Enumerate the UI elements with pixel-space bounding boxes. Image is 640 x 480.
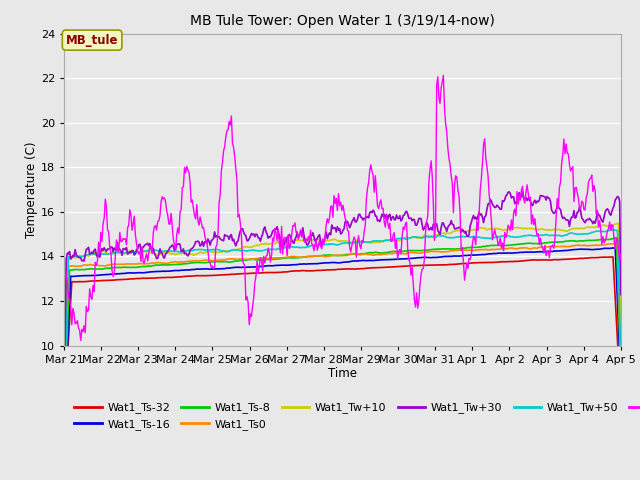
Wat1_Ts-8: [604, 237, 611, 242]
Wat1_Ts0: [60, 415, 68, 420]
Wat1_Tw+50: [60, 410, 68, 416]
Wat1_Tw+30: [392, 217, 399, 223]
Line: Wat1_Tw100: Wat1_Tw100: [64, 75, 621, 340]
Wat1_Ts-8: [324, 252, 332, 258]
Wat1_Ts0: [617, 363, 625, 369]
Wat1_Tw+30: [617, 292, 625, 298]
Text: MB_tule: MB_tule: [66, 34, 118, 47]
Wat1_Tw+50: [604, 228, 611, 234]
Line: Wat1_Tw+30: Wat1_Tw+30: [64, 192, 621, 419]
Line: Wat1_Tw+50: Wat1_Tw+50: [64, 229, 621, 413]
Wat1_Ts0: [516, 245, 524, 251]
Wat1_Tw+10: [324, 238, 332, 243]
Wat1_Tw100: [362, 196, 370, 202]
Wat1_Tw+50: [611, 227, 618, 232]
Wat1_Tw100: [60, 247, 68, 252]
Line: Wat1_Tw+10: Wat1_Tw+10: [64, 223, 621, 414]
Wat1_Tw+10: [516, 225, 524, 231]
Wat1_Ts0: [392, 250, 399, 256]
Wat1_Ts-8: [516, 241, 524, 247]
Wat1_Tw+50: [362, 239, 369, 245]
Wat1_Tw100: [329, 215, 337, 220]
Wat1_Ts-16: [328, 260, 335, 265]
Wat1_Tw+10: [617, 335, 625, 341]
Wat1_Ts-16: [604, 245, 611, 251]
Wat1_Ts-32: [392, 264, 399, 270]
Wat1_Ts-16: [617, 378, 625, 384]
Wat1_Tw+30: [328, 222, 335, 228]
Wat1_Ts-8: [611, 235, 619, 240]
Wat1_Tw+50: [516, 234, 524, 240]
Wat1_Ts0: [324, 253, 332, 259]
Wat1_Ts-8: [328, 252, 335, 258]
Wat1_Tw100: [606, 219, 614, 225]
Title: MB Tule Tower: Open Water 1 (3/19/14-now): MB Tule Tower: Open Water 1 (3/19/14-now…: [190, 14, 495, 28]
Line: Wat1_Ts0: Wat1_Ts0: [64, 244, 621, 418]
Wat1_Ts-32: [617, 399, 625, 405]
Wat1_Tw+30: [506, 189, 513, 195]
Wat1_Tw100: [519, 183, 527, 189]
Wat1_Ts-16: [324, 260, 332, 266]
Wat1_Ts-32: [609, 254, 617, 260]
Wat1_Tw+30: [324, 232, 332, 238]
Line: Wat1_Ts-32: Wat1_Ts-32: [64, 257, 621, 415]
Wat1_Ts-8: [362, 251, 369, 256]
Wat1_Ts-32: [324, 267, 332, 273]
Wat1_Ts-32: [362, 265, 369, 271]
Wat1_Ts0: [328, 252, 335, 258]
Wat1_Ts0: [362, 251, 369, 257]
Wat1_Ts-32: [60, 412, 68, 418]
Wat1_Tw100: [393, 238, 401, 243]
Wat1_Ts-8: [60, 417, 68, 422]
Wat1_Tw+50: [392, 237, 399, 242]
Wat1_Ts-8: [617, 367, 625, 372]
Wat1_Tw100: [617, 252, 625, 258]
Wat1_Ts-16: [516, 250, 524, 255]
Line: Wat1_Ts-16: Wat1_Ts-16: [64, 248, 621, 422]
Wat1_Tw+10: [328, 237, 335, 242]
Wat1_Ts-32: [328, 267, 335, 273]
Legend: Wat1_Ts-32, Wat1_Ts-16, Wat1_Ts-8, Wat1_Ts0, Wat1_Tw+10, Wat1_Tw+30, Wat1_Tw+50,: Wat1_Ts-32, Wat1_Ts-16, Wat1_Ts-8, Wat1_…: [70, 398, 640, 434]
Wat1_Tw+30: [362, 216, 369, 222]
Wat1_Ts-32: [516, 258, 524, 264]
Wat1_Tw+10: [604, 223, 611, 229]
Wat1_Tw+10: [614, 220, 621, 226]
Wat1_Ts-16: [60, 420, 68, 425]
Wat1_Tw+50: [324, 241, 332, 247]
X-axis label: Time: Time: [328, 367, 357, 381]
Wat1_Tw+30: [60, 416, 68, 421]
Line: Wat1_Ts-8: Wat1_Ts-8: [64, 238, 621, 420]
Wat1_Tw+30: [518, 194, 525, 200]
Wat1_Tw+10: [392, 238, 399, 243]
Wat1_Tw+30: [605, 208, 612, 214]
Wat1_Tw+10: [362, 239, 369, 245]
Wat1_Tw100: [77, 337, 84, 343]
Wat1_Tw+10: [60, 411, 68, 417]
Wat1_Tw+50: [617, 354, 625, 360]
Wat1_Ts-8: [392, 249, 399, 254]
Wat1_Ts0: [604, 241, 611, 247]
Wat1_Ts-16: [362, 258, 369, 264]
Wat1_Ts-16: [392, 256, 399, 262]
Wat1_Ts-32: [604, 254, 611, 260]
Wat1_Tw100: [440, 72, 447, 78]
Y-axis label: Temperature (C): Temperature (C): [25, 141, 38, 238]
Wat1_Ts0: [611, 241, 618, 247]
Wat1_Tw100: [326, 215, 333, 221]
Wat1_Tw+50: [328, 241, 335, 247]
Wat1_Ts-16: [609, 245, 617, 251]
